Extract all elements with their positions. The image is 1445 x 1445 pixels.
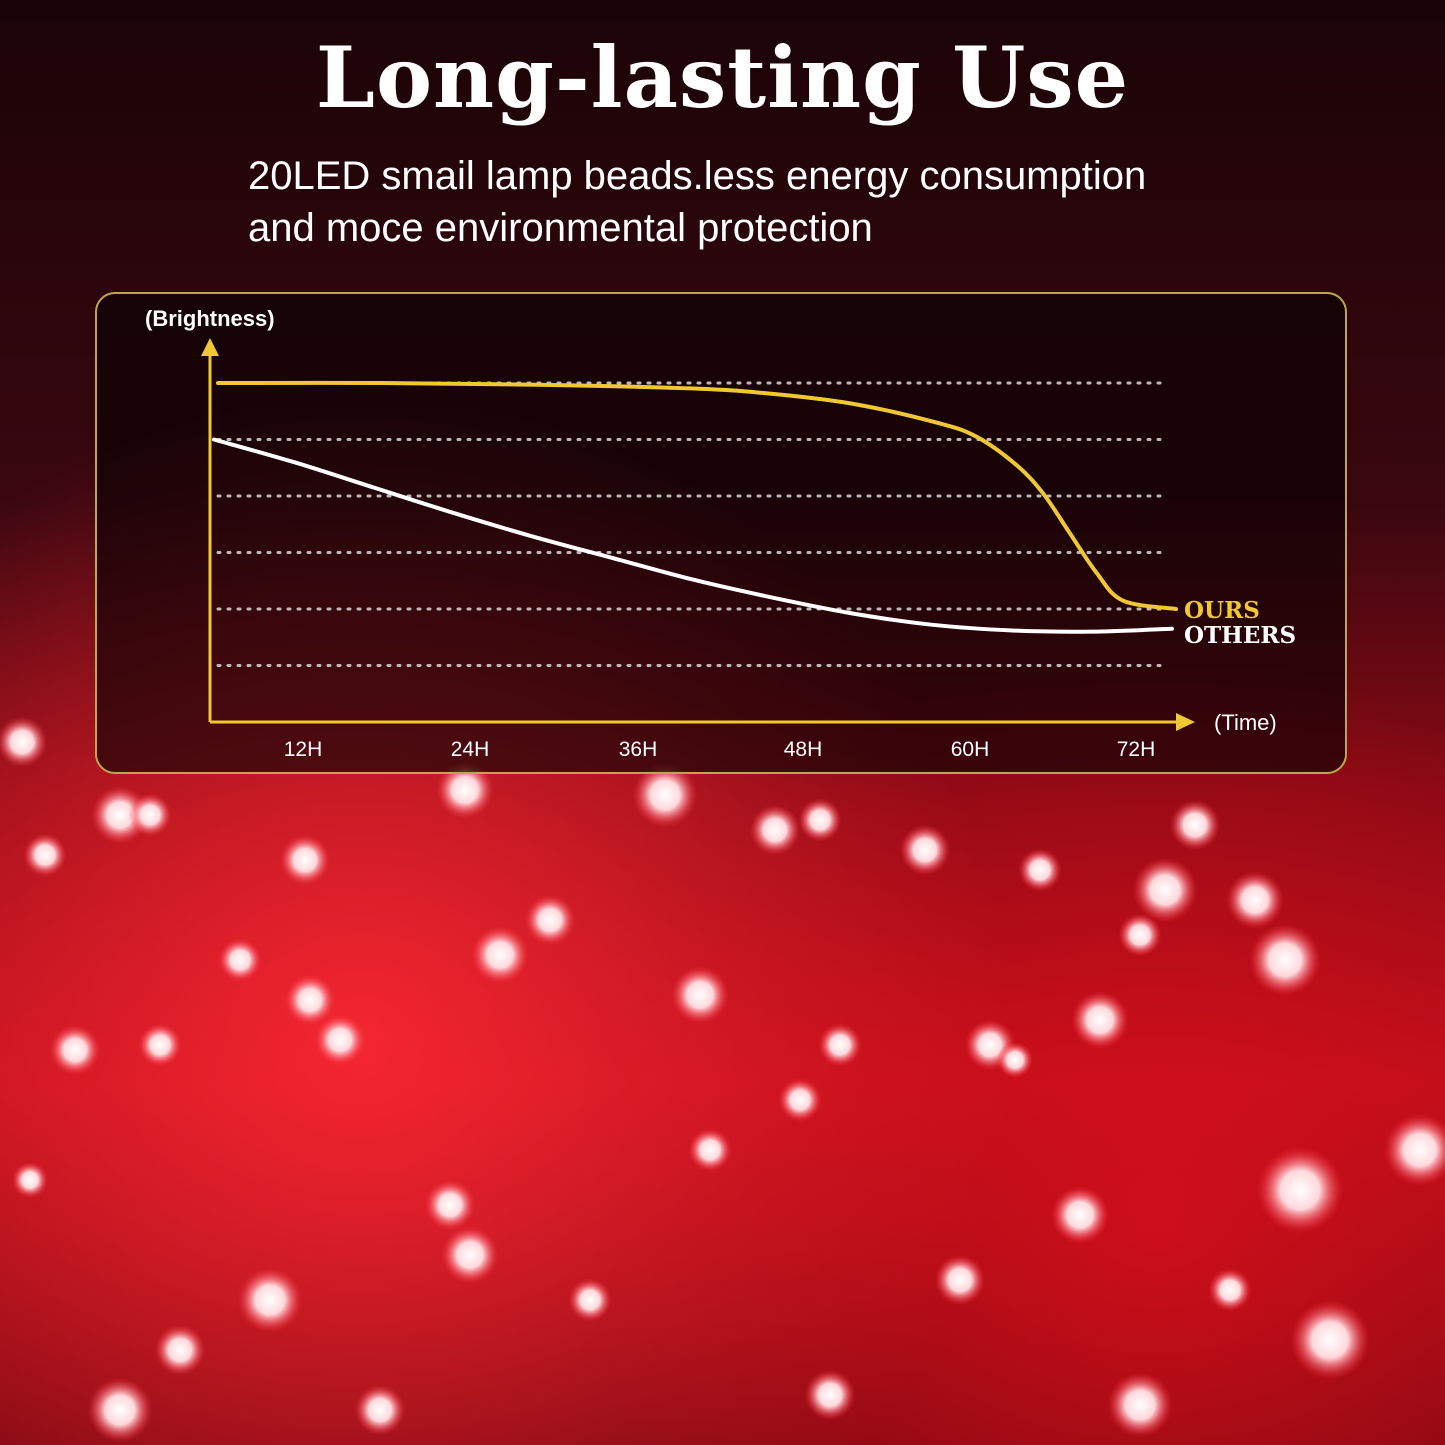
legend-label-ours: OURS (1184, 597, 1260, 624)
subtitle-line-1: 20LED smail lamp beads.less energy consu… (248, 154, 1147, 198)
light-bulb (237, 1267, 303, 1333)
light-bulb (934, 1254, 986, 1306)
light-bulb (128, 793, 172, 837)
series-line-others (212, 437, 1174, 634)
light-bulb (1226, 871, 1284, 929)
light-bulb (749, 804, 801, 856)
legend-label-others: OTHERS (1184, 622, 1296, 649)
series-line-ours (216, 380, 1178, 611)
light-bulb (818, 1023, 862, 1067)
chart-labels: (Brightness) (Time) 12H 24H 36H 48H 60H 72H OURS… (145, 306, 1296, 761)
light-bulb (424, 1179, 476, 1231)
light-bulb (1384, 1114, 1445, 1186)
light-bulb (1132, 857, 1198, 923)
light-bulb (154, 1324, 206, 1376)
x-tick-label: 48H (784, 738, 823, 761)
light-bulb (0, 716, 48, 768)
light-bulb (1256, 1146, 1344, 1234)
x-tick-label: 72H (1117, 738, 1156, 761)
light-bulb (568, 1278, 612, 1322)
y-axis-label: (Brightness) (145, 306, 275, 331)
subtitle-line-2: and moce environmental protection (248, 206, 873, 250)
x-tick-label: 60H (951, 738, 990, 761)
light-bulb (1018, 848, 1062, 892)
chart-axes (201, 338, 1195, 731)
light-bulb (471, 926, 529, 984)
chart-gridlines (216, 381, 1170, 667)
chart-series (212, 380, 1178, 634)
light-bulb (1249, 924, 1321, 996)
x-axis-arrow (1176, 713, 1195, 731)
light-bulb (804, 1369, 856, 1421)
light-bulb (87, 1377, 153, 1443)
chart-panel (95, 292, 1347, 774)
light-bulb (284, 974, 336, 1026)
light-bulb (1208, 1268, 1252, 1312)
light-bulb (899, 824, 951, 876)
light-bulb (436, 761, 494, 819)
light-bulb (1290, 1300, 1370, 1380)
page-title: Long-lasting Use (315, 28, 1130, 127)
light-bulb (778, 1078, 822, 1122)
light-bulb (1071, 991, 1129, 1049)
light-bulb (1169, 799, 1221, 851)
light-bulb (12, 1162, 48, 1198)
fairy-lights (0, 716, 1445, 1443)
light-bulb (997, 1042, 1033, 1078)
x-axis-label: (Time) (1214, 710, 1277, 735)
light-bulb (49, 1024, 101, 1076)
light-bulb (138, 1023, 182, 1067)
page-subtitle: 20LED smail lamp beads.less energy consu… (248, 150, 1348, 254)
y-axis-arrow (201, 338, 219, 356)
light-bulb (798, 798, 842, 842)
light-bulb (632, 762, 698, 828)
light-bulb (688, 1128, 732, 1172)
light-bulb (524, 894, 576, 946)
light-bulb (1051, 1186, 1109, 1244)
light-bulb (314, 1014, 366, 1066)
light-bulb (354, 1384, 406, 1436)
light-bulb (23, 833, 67, 877)
light-bulb (1118, 913, 1162, 957)
light-bulb (279, 834, 331, 886)
light-bulb (441, 1226, 499, 1284)
light-bulb (218, 938, 262, 982)
x-tick-label: 36H (619, 738, 658, 761)
light-bulb (1107, 1372, 1173, 1438)
x-tick-label: 12H (284, 738, 323, 761)
x-tick-label: 24H (451, 738, 490, 761)
light-bulb (671, 966, 729, 1024)
